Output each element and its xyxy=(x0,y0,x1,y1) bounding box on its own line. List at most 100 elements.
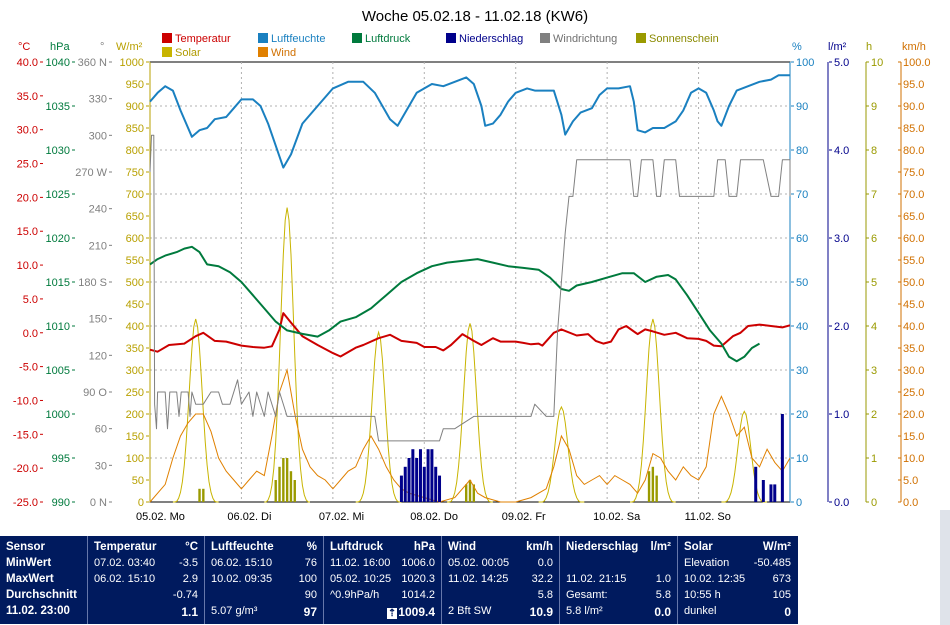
tick-humidity-4: 60 xyxy=(796,233,808,245)
tick-humidity-3: 70 xyxy=(796,189,808,201)
wind-unit: km/h xyxy=(526,541,553,553)
tick-wind-15: 25.0 xyxy=(903,387,924,399)
humidity-max: 10.02. 09:35 100 xyxy=(211,573,317,585)
tick-humidity-10: 0 xyxy=(796,497,802,509)
tick-temperature-4: 20.0 xyxy=(17,192,38,204)
temperature-section: Temperatur °C 07.02. 03:40 -3.5 06.02. 15… xyxy=(88,536,205,624)
rain-section: Niederschlag l/m² 11.02. 21:15 1.0 Gesamt… xyxy=(560,536,678,624)
tick-wind-17: 15.0 xyxy=(903,431,924,443)
sunshine-bar-4 xyxy=(282,458,285,502)
tick-solar-14: 300 xyxy=(126,365,144,377)
x-label-4: 09.02. Fr xyxy=(502,511,546,523)
tick-sunshine-1: 9 xyxy=(871,101,877,113)
tick-solar-10: 500 xyxy=(126,277,144,289)
axis-unit-sunshine: h xyxy=(866,41,872,53)
tick-wind-12: 40.0 xyxy=(903,321,924,333)
tick-solar-16: 200 xyxy=(126,409,144,421)
tick-solar-18: 100 xyxy=(126,453,144,465)
window-edge xyxy=(940,510,950,625)
axis-unit-solar: W/m² xyxy=(116,41,143,53)
tick-solar-20: 0 xyxy=(138,497,144,509)
rain-header: Niederschlag xyxy=(566,541,639,553)
tick-temperature-1: 35.0 xyxy=(17,91,38,103)
x-label-0: 05.02. Mo xyxy=(136,511,185,523)
chart-legend: Temperatur Solar Luftfeuchte Wind Luftdruck N… xyxy=(162,33,719,59)
tick-solar-3: 850 xyxy=(126,123,144,135)
rain-bar-9 xyxy=(434,466,438,502)
tick-temperature-5: 15.0 xyxy=(17,226,38,238)
x-label-3: 08.02. Do xyxy=(410,511,458,523)
tick-temperature-7: 5.0 xyxy=(23,294,38,306)
tick-solar-19: 50 xyxy=(132,475,144,487)
series-line-windrichtung xyxy=(149,134,791,442)
rain-bar-0 xyxy=(399,475,403,502)
humidity-section: Luftfeuchte % 06.02. 15:10 76 10.02. 09:3… xyxy=(205,536,324,624)
humidity-avg: 90 xyxy=(304,589,317,601)
weather-chart: Woche 05.02.18 - 11.02.18 (KW6) Temperat… xyxy=(13,8,931,523)
summary-panel: Sensor MinWert MaxWert Durchschnitt 11.0… xyxy=(0,536,798,624)
sunshine-bar-0 xyxy=(198,488,201,502)
solar-curve-2 xyxy=(355,330,402,503)
legend-label-0: Temperatur xyxy=(175,33,231,45)
sensor-max-label: MaxWert xyxy=(6,573,54,585)
solar-curve-3 xyxy=(447,323,493,503)
tick-solar-13: 350 xyxy=(126,343,144,355)
solar-avg: 10:55 h 105 xyxy=(684,589,791,601)
humidity-current: 5.07 g/m³ 97 xyxy=(211,605,317,619)
sunshine-bar-10 xyxy=(472,484,476,502)
tick-humidity-7: 30 xyxy=(796,365,808,377)
axis-unit-pressure: hPa xyxy=(50,41,70,53)
tick-wind-5: 75.0 xyxy=(903,167,924,179)
wind-max: 11.02. 14:25 32.2 xyxy=(448,573,553,585)
humidity-min: 06.02. 15:10 76 xyxy=(211,557,317,569)
tick-solar-0: 1000 xyxy=(120,57,144,69)
axis-unit-wind_direction: ° xyxy=(100,41,104,53)
rain-bar-10 xyxy=(438,475,442,502)
legend-swatch-1 xyxy=(162,47,172,57)
tick-humidity-6: 40 xyxy=(796,321,808,333)
tick-solar-17: 150 xyxy=(126,431,144,443)
tick-wind_direction-12: 0 N xyxy=(90,497,107,509)
tick-wind-1: 95.0 xyxy=(903,79,924,91)
rain-current: 5.8 l/m² 0.0 xyxy=(566,605,671,619)
legend-label-6: Windrichtung xyxy=(553,33,617,45)
x-label-6: 11.02. So xyxy=(685,511,731,523)
axis-unit-temperature: °C xyxy=(18,41,30,53)
tick-temperature-11: -15.0 xyxy=(13,429,38,441)
tick-temperature-10: -10.0 xyxy=(13,395,38,407)
solar-elevation: Elevation -50.485 xyxy=(684,557,791,569)
sunshine-bar-9 xyxy=(468,480,472,502)
sunshine-bar-7 xyxy=(293,480,296,502)
tick-wind-10: 50.0 xyxy=(903,277,924,289)
tick-sunshine-7: 3 xyxy=(871,365,877,377)
rain-bar-3 xyxy=(411,449,415,502)
rain-bar-5 xyxy=(418,449,422,502)
rain-max: 11.02. 21:15 1.0 xyxy=(566,573,671,585)
pressure-max: 05.02. 10:25 1020.3 xyxy=(330,573,435,585)
solar-curve-0 xyxy=(172,318,219,503)
tick-pressure-4: 1020 xyxy=(46,233,70,245)
tick-temperature-12: -20.0 xyxy=(13,463,38,475)
tick-wind-16: 20.0 xyxy=(903,409,924,421)
series-line-luftfeuchte xyxy=(149,74,790,169)
temperature-header: Temperatur xyxy=(94,541,157,553)
sensor-current-label: 11.02. 23:00 xyxy=(6,605,70,617)
tick-pressure-6: 1010 xyxy=(46,321,70,333)
pressure-trend-icon: ⇡ xyxy=(386,608,398,619)
legend-label-3: Wind xyxy=(271,47,296,59)
tick-sunshine-6: 4 xyxy=(871,321,877,333)
tick-solar-7: 650 xyxy=(126,211,144,223)
sunshine-bar-1 xyxy=(202,488,205,502)
tick-wind-14: 30.0 xyxy=(903,365,924,377)
legend-swatch-3 xyxy=(258,47,268,57)
tick-pressure-8: 1000 xyxy=(46,409,70,421)
series-line-temperatur xyxy=(149,312,791,358)
chart-title: Woche 05.02.18 - 11.02.18 (KW6) xyxy=(362,8,588,25)
tick-rain-2: 3.0 xyxy=(834,233,849,245)
tick-wind_direction-6: 180 S xyxy=(78,277,107,289)
solar-curve-1 xyxy=(264,207,310,503)
tick-pressure-10: 990 xyxy=(52,497,70,509)
rain-bar-11 xyxy=(754,466,758,502)
pressure-avg: ^0.9hPa/h 1014.2 xyxy=(330,589,435,601)
tick-temperature-3: 25.0 xyxy=(17,159,38,171)
